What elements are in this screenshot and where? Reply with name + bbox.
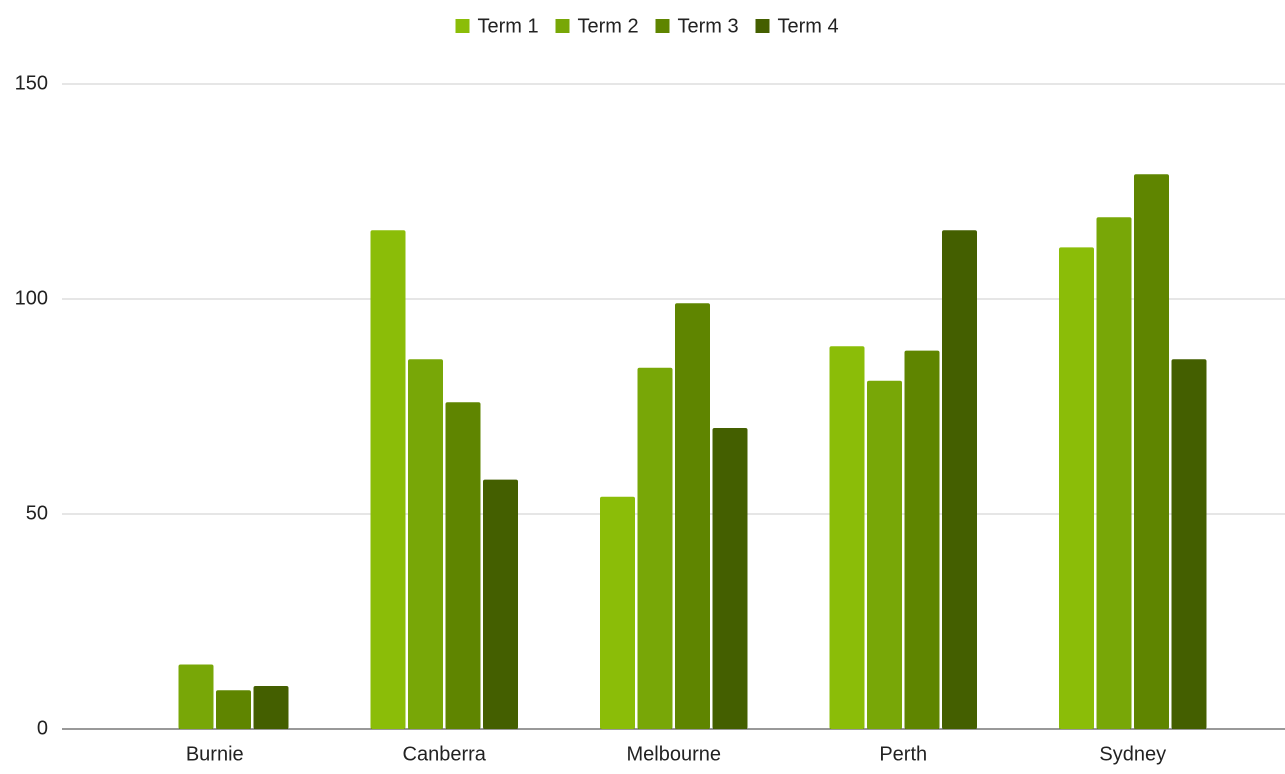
legend-label: Term 1	[478, 15, 539, 37]
bar	[712, 428, 748, 729]
bar	[675, 303, 710, 729]
legend-swatch	[655, 19, 670, 33]
legend-label: Term 4	[778, 15, 839, 37]
bar	[637, 367, 673, 729]
bar	[1096, 217, 1132, 730]
bar	[1059, 247, 1094, 729]
bar	[904, 350, 940, 729]
x-tick-label: Perth	[879, 743, 927, 765]
x-tick-label: Burnie	[186, 743, 244, 765]
x-tick-label: Canberra	[403, 743, 487, 765]
y-tick-label: 0	[37, 717, 48, 739]
legend-swatch	[555, 19, 570, 33]
bar	[408, 359, 443, 729]
x-tick-label: Melbourne	[626, 743, 721, 765]
bar	[216, 690, 251, 729]
bar	[942, 230, 977, 729]
bar	[1171, 359, 1207, 729]
legend-label: Term 3	[678, 15, 739, 37]
y-tick-label: 50	[26, 502, 48, 524]
bar	[829, 346, 865, 729]
x-tick-label: Sydney	[1099, 743, 1166, 765]
bar	[1134, 174, 1169, 730]
bar	[370, 230, 406, 729]
bar	[445, 402, 481, 729]
bar	[178, 664, 214, 729]
y-tick-label: 100	[15, 287, 48, 309]
legend-swatch	[755, 19, 770, 33]
bar	[253, 686, 289, 729]
legend-swatch	[455, 19, 470, 33]
bar	[600, 496, 635, 729]
bar	[483, 479, 518, 729]
bar	[867, 380, 902, 729]
y-tick-label: 150	[15, 72, 48, 94]
legend-label: Term 2	[578, 15, 639, 37]
